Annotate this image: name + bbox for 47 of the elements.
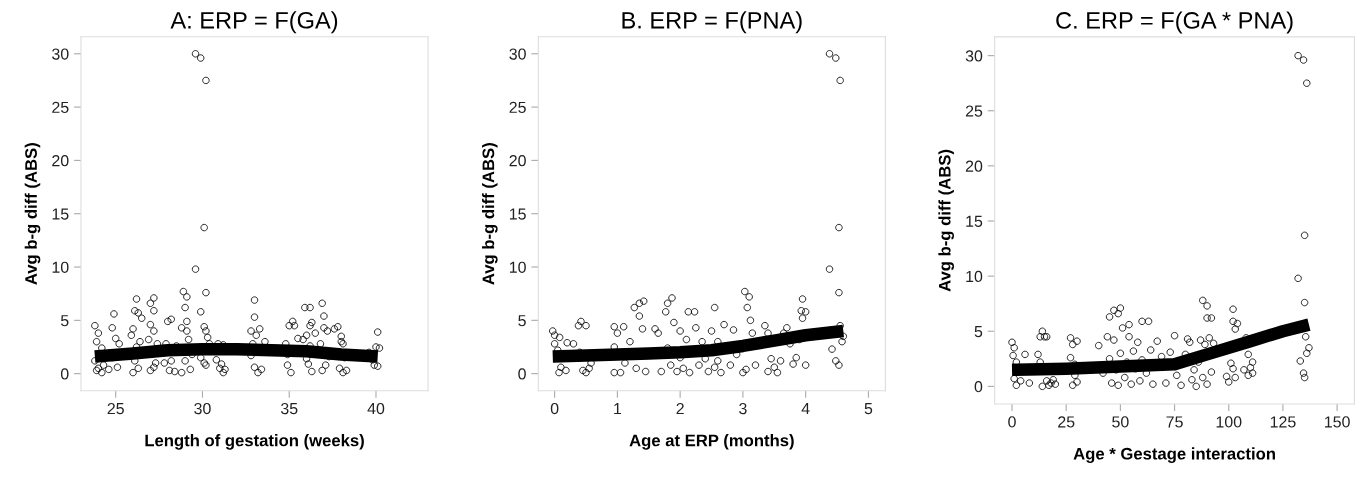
y-tick-label: 15 [966, 215, 983, 227]
x-tick-label: 3 [739, 402, 747, 415]
y-tick-label: 15 [509, 208, 526, 220]
x-axis-title: Age * Gestage interaction [1073, 447, 1275, 463]
x-tick-label: 50 [1112, 416, 1129, 428]
x-tick-label: 0 [1008, 416, 1016, 428]
x-tick-label: 25 [107, 402, 124, 415]
y-tick-label: 10 [52, 261, 69, 273]
x-axis-title: Length of gestation (weeks) [145, 434, 364, 450]
x-tick-label: 30 [194, 402, 211, 415]
y-axis-title: Avg b-g diff (ABS) [24, 143, 41, 285]
x-tick-label: 5 [864, 403, 873, 415]
y-tick-label: 5 [60, 315, 69, 327]
x-tick-label: 25 [1058, 416, 1075, 428]
y-tick-label: 25 [509, 101, 526, 114]
y-axis-title: Avg b-g diff (ABS) [938, 149, 954, 292]
y-tick-label: 30 [509, 48, 526, 60]
y-tick-label: 20 [509, 155, 526, 167]
y-tick-label: 5 [974, 326, 983, 338]
y-tick-label: 20 [52, 155, 69, 167]
y-tick-label: 25 [965, 105, 983, 117]
chart-title: A: ERP = F(GA) [170, 11, 338, 34]
x-tick-label: 75 [1166, 416, 1183, 428]
x-tick-label: 4 [801, 403, 810, 415]
x-tick-label: 125 [1270, 416, 1296, 428]
x-tick-label: 150 [1325, 416, 1350, 428]
x-tick-label: 100 [1216, 416, 1242, 428]
x-tick-label: 40 [367, 402, 385, 415]
y-tick-label: 5 [518, 315, 526, 327]
x-tick-label: 0 [550, 402, 559, 415]
x-tick-label: 35 [280, 402, 298, 415]
y-tick-label: 25 [52, 101, 69, 114]
y-tick-label: 0 [974, 381, 983, 393]
y-axis-title: Avg b-g diff (ABS) [482, 143, 498, 285]
y-tick-label: 30 [965, 50, 983, 62]
chart-title: B. ERP = F(PNA) [622, 11, 802, 34]
y-tick-label: 20 [965, 160, 983, 172]
y-tick-label: 30 [52, 48, 69, 60]
y-tick-label: 10 [966, 270, 983, 283]
y-tick-label: 0 [60, 368, 69, 380]
y-tick-label: 0 [518, 368, 526, 380]
chart-title: C. ERP = F(GA * PNA) [1056, 11, 1293, 34]
y-tick-label: 15 [52, 208, 69, 220]
x-tick-label: 1 [614, 403, 622, 415]
x-axis-title: Age at ERP (months) [629, 434, 794, 450]
x-tick-label: 2 [676, 402, 684, 415]
y-tick-label: 10 [509, 261, 526, 273]
